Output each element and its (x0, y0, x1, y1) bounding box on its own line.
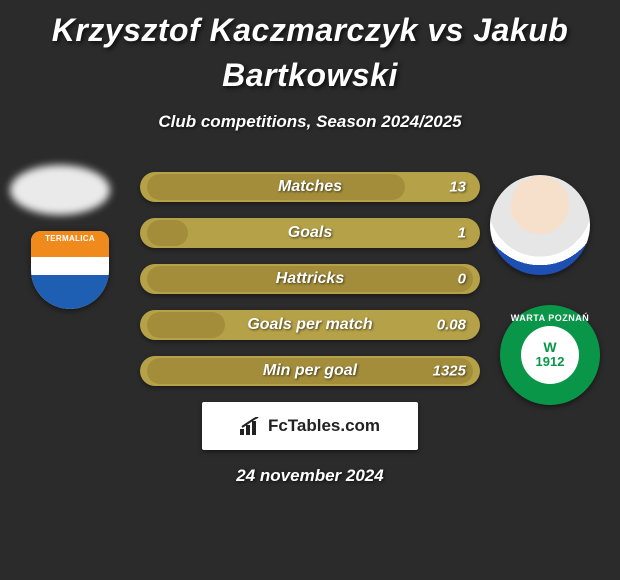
player-left-avatar (10, 165, 110, 215)
club-right-year: 1912 (536, 354, 565, 369)
stat-value-right: 1 (458, 224, 466, 241)
brand-text: FcTables.com (268, 416, 380, 436)
stat-label: Goals per match (140, 316, 480, 334)
brand-badge: FcTables.com (202, 402, 418, 450)
stat-bar: Goals per match0.08 (140, 310, 480, 340)
footer-date: 24 november 2024 (0, 466, 620, 486)
stat-value-right: 1325 (433, 362, 466, 379)
stat-label: Matches (140, 178, 480, 196)
stat-bar: Matches13 (140, 172, 480, 202)
stat-label: Goals (140, 224, 480, 242)
stat-label: Min per goal (140, 362, 480, 380)
stat-bar: Min per goal1325 (140, 356, 480, 386)
club-right-letter: W (543, 341, 556, 354)
stat-bar: Hattricks0 (140, 264, 480, 294)
club-left-text-bottom: BRUK-BET (31, 290, 109, 299)
stat-label: Hattricks (140, 270, 480, 288)
club-right-badge: WARTA POZNAŃ W 1912 (500, 305, 600, 405)
stat-value-right: 13 (449, 178, 466, 195)
club-left-text-top: TERMALICA (31, 234, 109, 243)
stat-bar: Goals1 (140, 218, 480, 248)
page-title: Krzysztof Kaczmarczyk vs Jakub Bartkowsk… (0, 0, 620, 98)
club-left-badge: TERMALICA BRUK-BET (20, 225, 120, 315)
club-right-ring-text: WARTA POZNAŃ (500, 313, 600, 323)
stat-value-right: 0 (458, 270, 466, 287)
stat-value-right: 0.08 (437, 316, 466, 333)
subtitle: Club competitions, Season 2024/2025 (0, 112, 620, 132)
chart-icon (240, 417, 260, 435)
player-right-avatar (490, 175, 590, 275)
